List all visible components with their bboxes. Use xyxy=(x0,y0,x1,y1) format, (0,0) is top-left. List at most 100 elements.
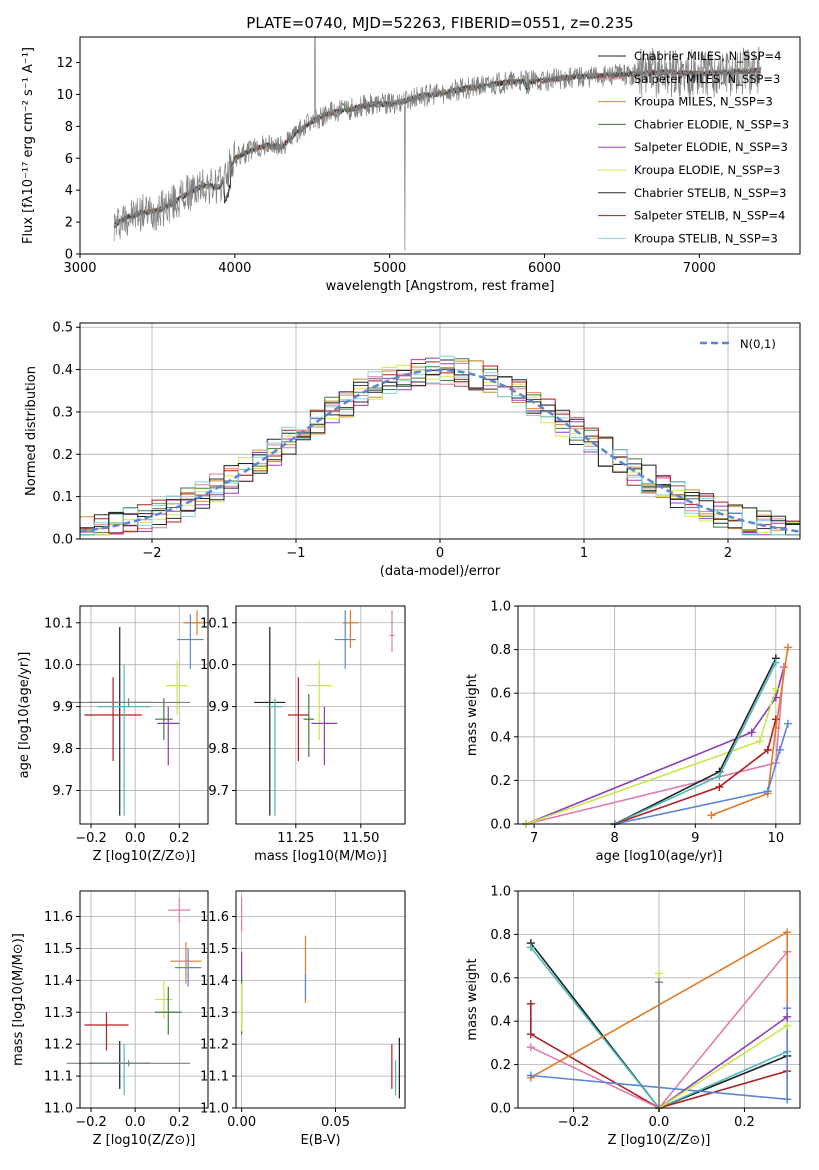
x-tick-label: 11.50 xyxy=(342,831,379,846)
y-tick-label: 11.2 xyxy=(44,1038,73,1053)
x-tick-label: −1 xyxy=(286,546,305,561)
axes-frame xyxy=(79,36,801,255)
weight-point-marker xyxy=(783,1095,792,1104)
y-tick-label: 0.4 xyxy=(52,363,73,378)
axes-frame xyxy=(235,605,406,825)
y-tick-label: 11.5 xyxy=(200,942,229,957)
x-tick-label: 0.0 xyxy=(125,1115,146,1130)
y-tick-label: 11.6 xyxy=(44,910,73,925)
x-tick-label: −0.2 xyxy=(75,1115,107,1130)
y-tick-label: 0.6 xyxy=(490,971,511,986)
legend-entry: Kroupa STELIB, N_SSP=3 xyxy=(634,231,778,245)
legend-entry: Salpeter ELODIE, N_SSP=3 xyxy=(634,140,788,154)
y-axis-label: mass weight xyxy=(465,674,480,756)
weight-point-marker xyxy=(771,684,780,693)
x-axis-label: age [log10(age/yr)] xyxy=(596,849,723,864)
x-axis-label: Z [log10(Z/Z⊙)] xyxy=(608,1133,711,1148)
y-tick-label: 0.2 xyxy=(490,774,511,789)
weight-series-line xyxy=(525,688,777,825)
weight-series-line xyxy=(658,1016,788,1109)
weight-series-line xyxy=(614,719,777,825)
y-axis-label: mass [log10(M/M⊙)] xyxy=(11,933,26,1066)
y-tick-label: 6 xyxy=(65,152,73,167)
x-axis-label: E(B-V) xyxy=(300,1133,340,1148)
axes-frame xyxy=(517,605,801,825)
y-tick-label: 0 xyxy=(65,248,73,263)
y-tick-label: 0.8 xyxy=(490,928,511,943)
y-tick-label: 9.8 xyxy=(52,742,73,757)
weight-point-marker xyxy=(715,772,724,781)
y-tick-label: 1.0 xyxy=(490,885,511,900)
weight-series-line xyxy=(525,666,785,825)
mass_vs_Z-chart: −0.2 0.0 0.2 11.0 11.1 11.2 11.3 11.4 11.5 11.6 Z … xyxy=(11,890,209,1148)
x-axis-label: Z [log10(Z/Z⊙)] xyxy=(93,849,196,864)
y-tick-label: 0.6 xyxy=(490,687,511,702)
y-tick-label: 10.1 xyxy=(44,616,73,631)
weight-point-marker xyxy=(526,943,535,952)
weight-point-marker xyxy=(775,745,784,754)
weight-point-marker xyxy=(763,787,772,796)
histogram-step-salpeter_miles xyxy=(80,360,800,535)
y-tick-label: 11.1 xyxy=(200,1070,229,1085)
y-tick-label: 10.0 xyxy=(200,658,229,673)
y-tick-label: 11.0 xyxy=(44,1102,73,1117)
x-tick-label: 0.05 xyxy=(321,1115,350,1130)
weight-series-line xyxy=(614,723,789,825)
y-tick-label: 0.8 xyxy=(490,643,511,658)
x-tick-label: 0.2 xyxy=(169,1115,190,1130)
legend-entry: Chabrier MILES, N_SSP=4 xyxy=(634,49,781,63)
x-tick-label: 0.0 xyxy=(125,831,146,846)
weight-point-marker xyxy=(526,999,535,1008)
y-tick-label: 10 xyxy=(56,88,73,103)
x-tick-label: 5000 xyxy=(373,261,406,276)
x-tick-label: 8 xyxy=(611,831,619,846)
y-tick-label: 0.0 xyxy=(52,533,73,548)
legend-entry: Kroupa ELODIE, N_SSP=3 xyxy=(634,163,780,177)
weight-point-marker xyxy=(526,1030,535,1039)
weight-point-marker xyxy=(655,969,663,978)
age_vs_Z-chart: −0.2 0.0 0.2 9.7 9.8 9.9 10.0 10.1 Z [log10(Z/Z⊙… xyxy=(17,605,211,864)
residuals-chart: −2 −1 0 1 2 0.0 0.1 0.2 0.3 0.4 0.5 (data-model)/er… xyxy=(24,321,801,579)
weight-series-line xyxy=(711,647,789,817)
x-tick-label: 7 xyxy=(530,831,538,846)
y-tick-label: 9.8 xyxy=(208,742,229,757)
y-tick-label: 0.5 xyxy=(52,321,73,336)
y-tick-label: 11.3 xyxy=(44,1006,73,1021)
legend-entry: Chabrier STELIB, N_SSP=3 xyxy=(634,186,786,200)
x-tick-label: −0.2 xyxy=(75,831,107,846)
x-tick-label: 7000 xyxy=(683,261,716,276)
axes-frame xyxy=(235,890,406,1109)
x-tick-label: 9 xyxy=(691,831,699,846)
x-tick-label: −0.2 xyxy=(558,1115,590,1130)
x-axis-label: wavelength [Angstrom, rest frame] xyxy=(326,279,555,294)
chart-title: PLATE=0740, MJD=52263, FIBERID=0551, z=0… xyxy=(246,14,633,32)
legend-entry: Salpeter MILES, N_SSP=3 xyxy=(634,72,780,86)
weight-point-marker xyxy=(783,1012,792,1021)
weight-point-marker xyxy=(747,728,756,737)
y-tick-label: 4 xyxy=(65,184,73,199)
y-tick-label: 1.0 xyxy=(490,600,511,615)
x-tick-label: 4000 xyxy=(218,261,251,276)
weight-series-line xyxy=(530,1003,788,1109)
weight-point-marker xyxy=(783,928,792,937)
x-tick-label: 0.2 xyxy=(734,1115,755,1130)
x-tick-label: 11.25 xyxy=(277,831,314,846)
y-tick-label: 11.5 xyxy=(44,942,73,957)
weight-point-marker xyxy=(771,715,780,724)
legend-entry: Kroupa MILES, N_SSP=3 xyxy=(634,95,773,109)
weight-point-marker xyxy=(715,782,724,791)
y-tick-label: 12 xyxy=(56,56,73,71)
y-tick-label: 0.1 xyxy=(52,490,73,505)
y-tick-label: 11.6 xyxy=(200,910,229,925)
y-axis-label: age [log10(age/yr)] xyxy=(17,652,32,779)
weight-point-marker xyxy=(783,719,792,728)
y-tick-label: 8 xyxy=(65,120,73,135)
y-tick-label: 2 xyxy=(65,216,73,231)
legend-entry: Chabrier ELODIE, N_SSP=3 xyxy=(634,117,789,131)
x-tick-label: 2 xyxy=(724,546,732,561)
x-axis-label: mass [log10(M/M⊙)] xyxy=(254,849,387,864)
x-axis-label: Z [log10(Z/Z⊙)] xyxy=(93,1133,196,1148)
legend-entry: N(0,1) xyxy=(740,337,776,351)
histogram-step-chabrier_miles xyxy=(80,368,800,529)
